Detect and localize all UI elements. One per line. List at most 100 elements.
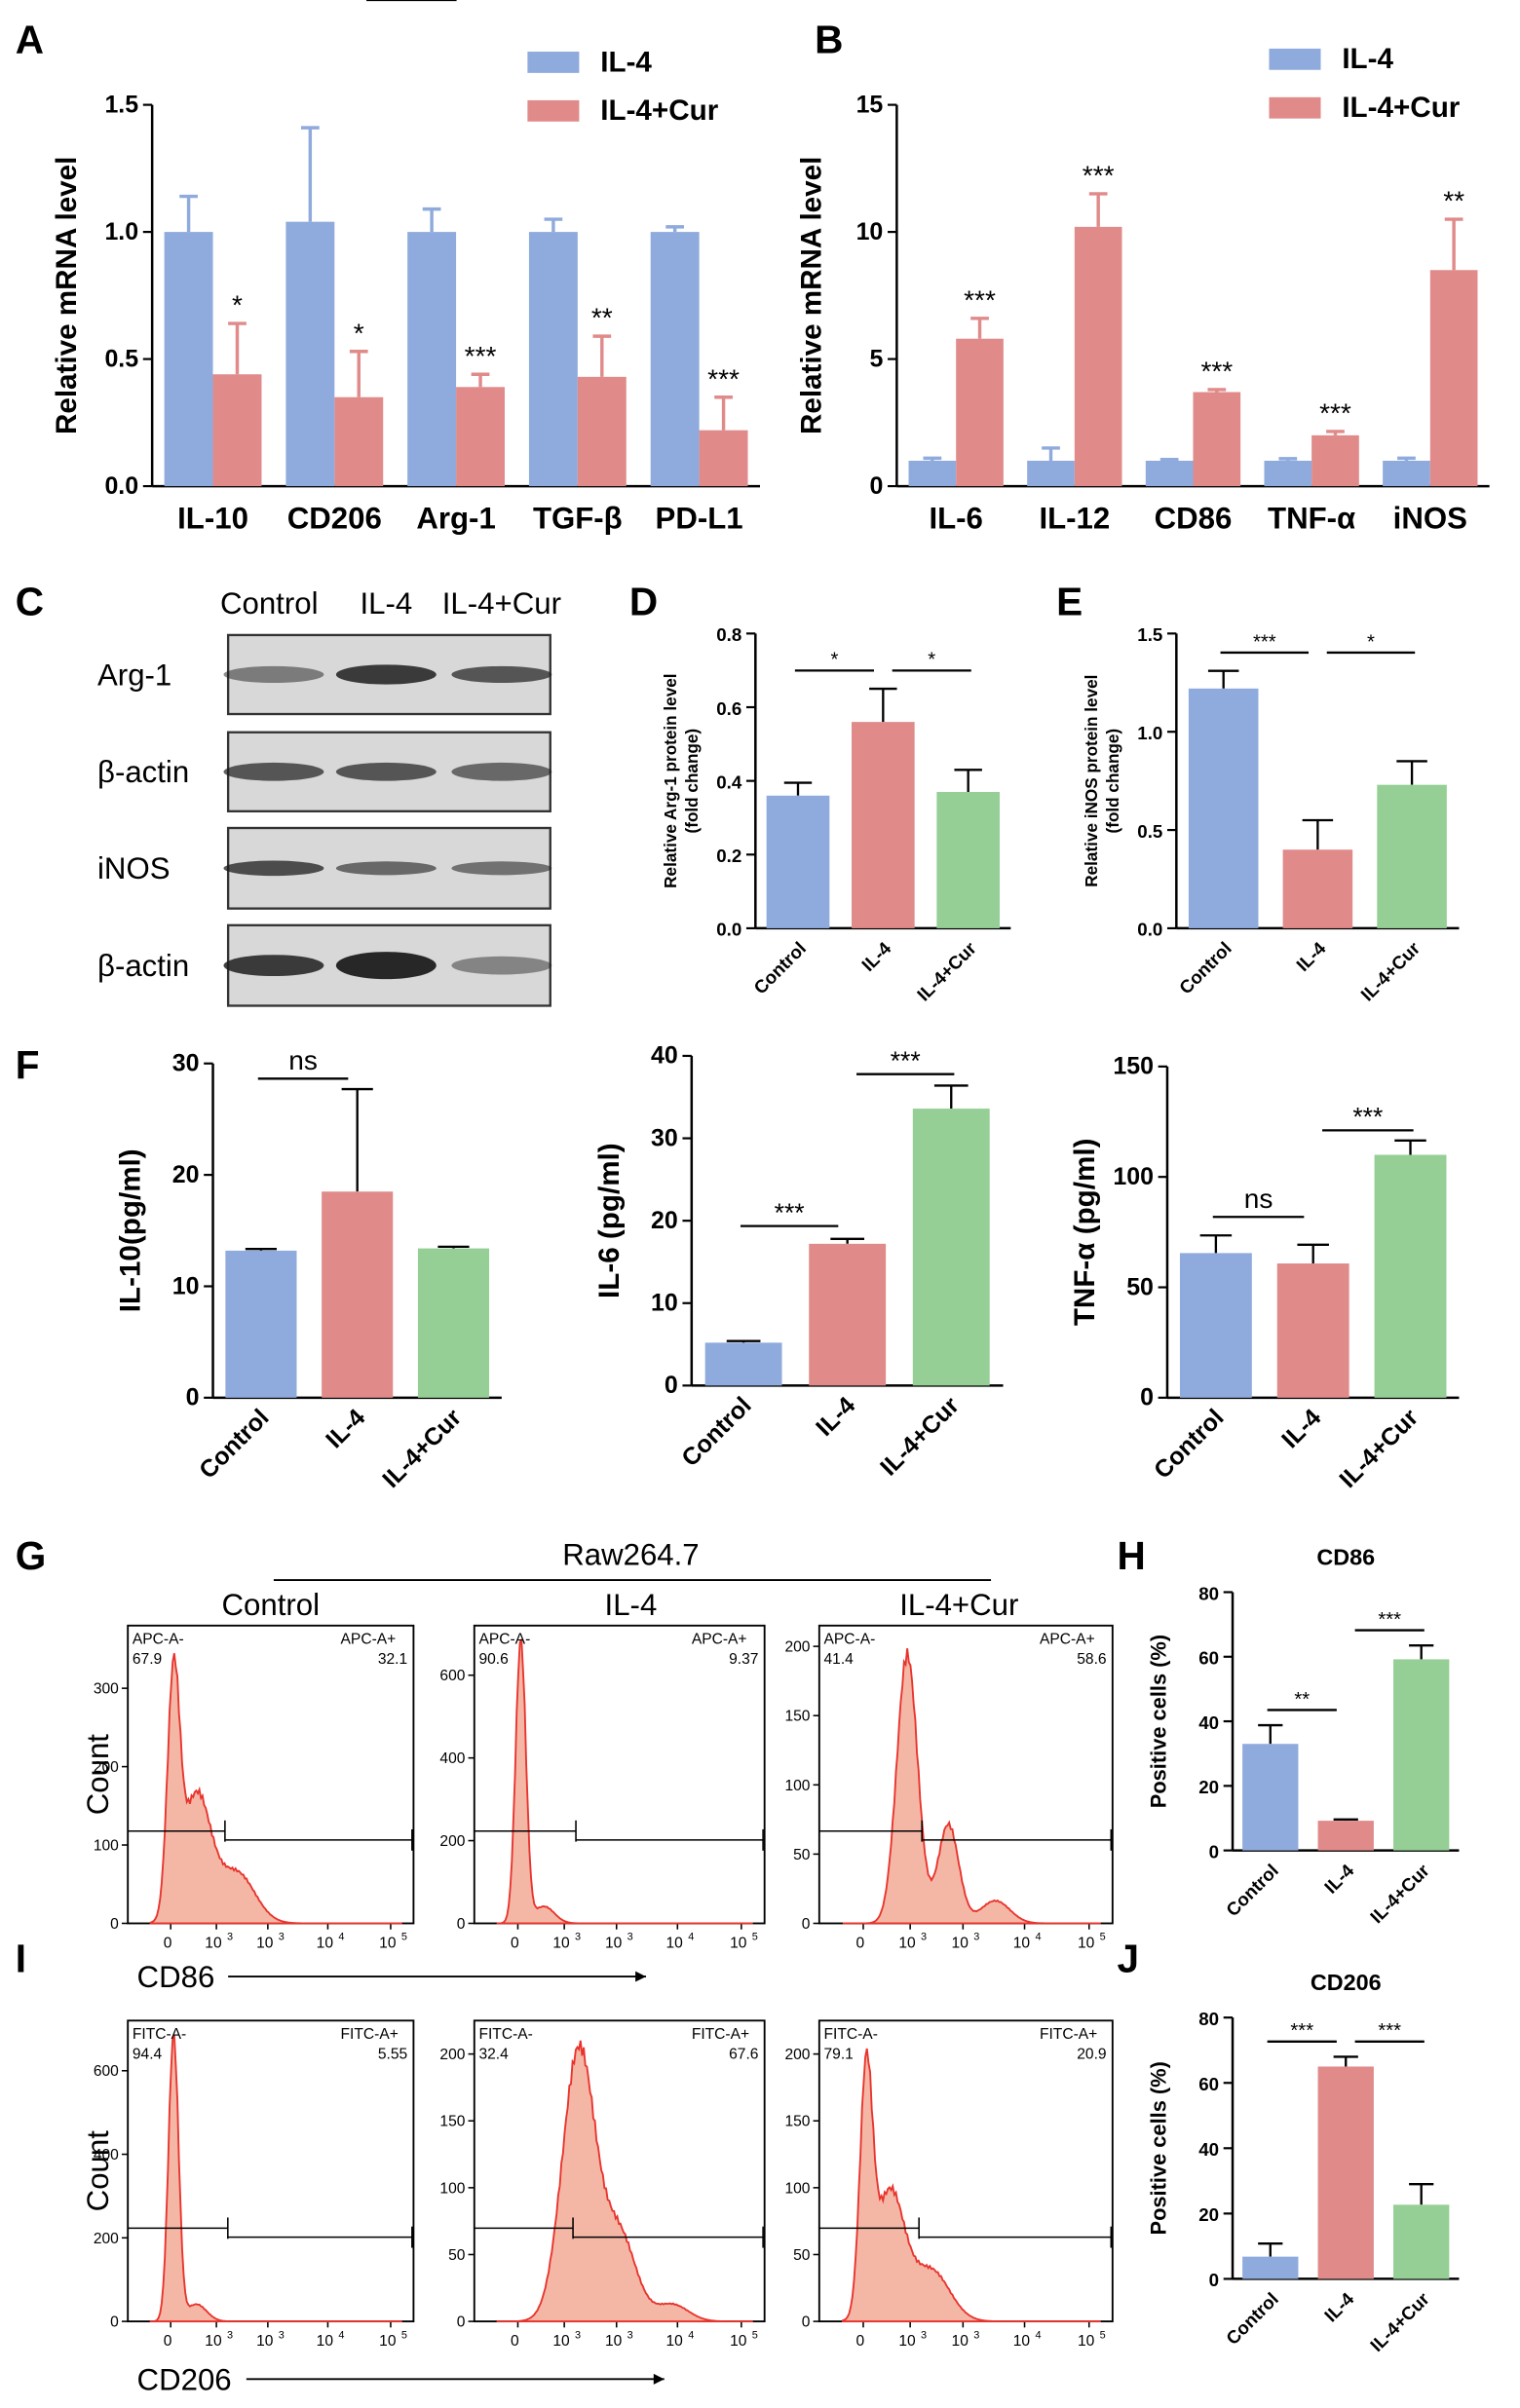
significance-label: * xyxy=(830,650,838,671)
bar-il-4-cur xyxy=(577,376,627,487)
bar-control xyxy=(704,1342,782,1386)
y-axis-label: Positive cells (%) xyxy=(1146,2061,1170,2235)
bar-il-4 xyxy=(164,232,213,487)
bar-il-4-cur xyxy=(1393,2204,1450,2279)
y-tick-label: 150 xyxy=(1113,1053,1154,1080)
panel-label-A: A xyxy=(16,18,44,62)
y-axis-label: Relative mRNA level xyxy=(51,157,83,434)
flow-y-tick-label: 50 xyxy=(793,2247,811,2264)
y-tick-label: 80 xyxy=(1198,1583,1219,1603)
y-tick-label: 60 xyxy=(1198,2074,1219,2094)
flow-x-tick-exponent: 3 xyxy=(627,2329,633,2341)
flow-x-tick-label: 10 xyxy=(552,1935,570,1951)
gate-negative-value: 94.4 xyxy=(133,2046,163,2062)
flow-y-tick-label: 300 xyxy=(94,1681,119,1698)
bar-il-4-cur xyxy=(212,374,262,487)
flow-y-tick-label: 50 xyxy=(793,1847,811,1863)
bar-il-4-cur xyxy=(1193,392,1241,487)
y-tick-label: 0 xyxy=(1140,1384,1154,1411)
flow-y-tick-label: 200 xyxy=(439,1833,465,1850)
gate-negative-label: APC-A- xyxy=(133,1632,184,1648)
significance-label: ns xyxy=(398,0,427,6)
flow-x-tick-exponent: 4 xyxy=(338,2329,344,2341)
y-tick-label: 0.0 xyxy=(1137,920,1162,940)
panel-label-F: F xyxy=(16,1042,40,1087)
y-axis-label: Positive cells (%) xyxy=(1146,1635,1170,1808)
gate-negative-value: 41.4 xyxy=(824,1651,855,1668)
blot-band xyxy=(451,861,552,876)
flow-x-tick-label: 10 xyxy=(1078,1935,1095,1951)
legend-label: IL-4+Cur xyxy=(600,94,718,127)
flow-x-tick-exponent: 5 xyxy=(752,2329,758,2341)
bar-il-4 xyxy=(528,232,578,487)
flow-x-tick-label: 10 xyxy=(1013,1935,1031,1951)
significance-mark: *** xyxy=(1319,398,1351,429)
y-tick-label: 20 xyxy=(172,1161,200,1188)
significance-label: ns xyxy=(288,1045,318,1075)
flow-y-tick-label: 0 xyxy=(110,2314,119,2331)
y-tick-label: 40 xyxy=(651,1042,678,1070)
flow-x-tick-exponent: 4 xyxy=(1035,2329,1041,2341)
y-axis-label: Relative Arg-1 protein level xyxy=(661,673,680,887)
x-tick-label: Control xyxy=(1175,938,1235,998)
significance-mark: *** xyxy=(1200,357,1233,387)
blot-band xyxy=(223,955,324,977)
gate-positive-value: 20.9 xyxy=(1077,2046,1106,2062)
significance-label: *** xyxy=(1352,1103,1383,1132)
flow-x-tick-exponent: 3 xyxy=(279,1932,285,1943)
blot-band xyxy=(335,861,437,876)
flow-count-label: Count xyxy=(81,1734,115,1816)
flow-x-tick-label: 10 xyxy=(256,1935,274,1951)
significance-label: * xyxy=(928,650,935,671)
flow-x-tick-label: 10 xyxy=(730,1935,747,1951)
x-tick-label: TNF-α xyxy=(1268,502,1355,536)
flow-x-tick-exponent: 3 xyxy=(921,2329,927,2341)
gate-positive-label: APC-A+ xyxy=(1040,1632,1095,1648)
blot-band xyxy=(335,664,437,685)
significance-mark: *** xyxy=(465,341,497,371)
bar-il-4-cur xyxy=(912,1109,990,1386)
y-tick-label: 1.0 xyxy=(104,218,138,245)
legend-label: IL-4 xyxy=(600,46,652,78)
significance-label: *** xyxy=(891,1046,921,1075)
y-tick-label: 60 xyxy=(1198,1648,1219,1669)
chart-title: CD206 xyxy=(1311,1970,1382,1995)
flow-x-tick-label: 0 xyxy=(856,2333,865,2350)
flow-x-tick-exponent: 4 xyxy=(688,1932,694,1943)
flow-y-tick-label: 150 xyxy=(784,1709,810,1725)
flow-x-tick-label: 10 xyxy=(205,2333,222,2350)
legend-label: IL-4+Cur xyxy=(1342,92,1460,124)
y-tick-label: 80 xyxy=(1198,2009,1219,2029)
flow-histogram xyxy=(842,1648,1101,1925)
y-axis-label: TNF-α (pg/ml) xyxy=(1069,1139,1101,1327)
flow-marker-arrowhead xyxy=(635,1971,647,1982)
x-tick-label: IL-4 xyxy=(1320,1860,1358,1898)
x-tick-label: IL-4+Cur xyxy=(1334,1404,1424,1493)
flow-x-tick-exponent: 5 xyxy=(401,1932,407,1943)
chart-J: 0 20 40 60 80 Positive cells (%) CD206 Control I… xyxy=(1146,1970,1460,2355)
flow-x-tick-label: 10 xyxy=(317,2333,334,2350)
flow-y-tick-label: 400 xyxy=(94,2147,119,2163)
panel-label-H: H xyxy=(1118,1533,1146,1578)
x-tick-label: Control xyxy=(1149,1404,1229,1484)
flow-x-tick-label: 10 xyxy=(256,2333,274,2350)
flow-x-tick-label: 10 xyxy=(205,1935,222,1951)
y-tick-label: 15 xyxy=(856,91,884,118)
x-tick-label: IL-4 xyxy=(321,1404,370,1453)
flow-histogram xyxy=(496,1638,753,1925)
blot-band xyxy=(335,952,437,980)
gate-negative-value: 67.9 xyxy=(133,1651,162,1668)
flow-x-tick-exponent: 3 xyxy=(279,2329,285,2341)
bar-il-4-cur xyxy=(699,430,748,487)
flow-x-tick-exponent: 4 xyxy=(1035,1932,1041,1943)
y-tick-label: 0.0 xyxy=(716,920,741,940)
flow-x-tick-exponent: 3 xyxy=(973,2329,979,2341)
flow-y-tick-label: 200 xyxy=(94,1759,119,1776)
gate-negative-label: APC-A- xyxy=(824,1632,876,1648)
flow-x-tick-label: 0 xyxy=(511,1935,519,1951)
flow-y-tick-label: 0 xyxy=(457,1916,466,1933)
x-tick-label: CD206 xyxy=(287,502,382,536)
legend-swatch xyxy=(1269,48,1321,70)
